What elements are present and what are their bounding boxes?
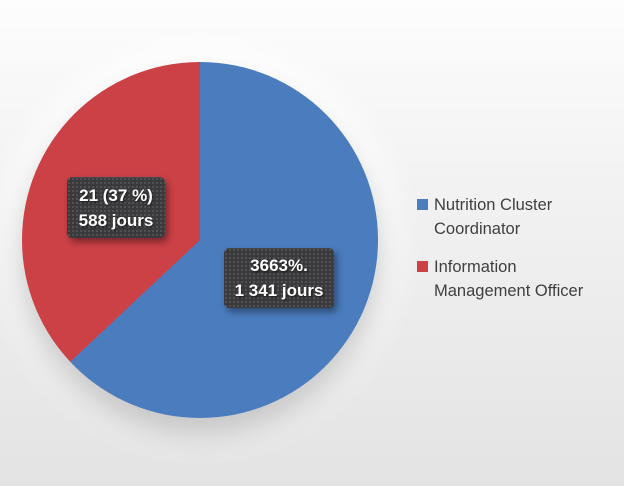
pie-chart[interactable] [22,62,378,418]
legend-item-information-management-officer[interactable]: Information Management Officer [417,255,612,303]
legend: Nutrition Cluster Coordinator Informatio… [417,193,612,303]
legend-label: Information Management Officer [434,258,584,300]
data-label-line2: 1 341 jours [234,281,324,300]
data-label-line2: 588 jours [78,210,154,230]
legend-swatch-red [417,261,428,272]
data-label-line1: 3663%. [250,256,308,275]
data-label-information-management-officer[interactable]: 21 (37 %) 588 jours [67,177,165,238]
legend-swatch-blue [417,199,428,210]
data-label-nutrition-cluster-coordinator[interactable]: 3663%. 1 341 jours [224,248,334,308]
legend-item-nutrition-cluster-coordinator[interactable]: Nutrition Cluster Coordinator [417,193,612,241]
data-label-line1: 21 (37 %) [79,185,153,205]
legend-label: Nutrition Cluster Coordinator [434,196,553,238]
